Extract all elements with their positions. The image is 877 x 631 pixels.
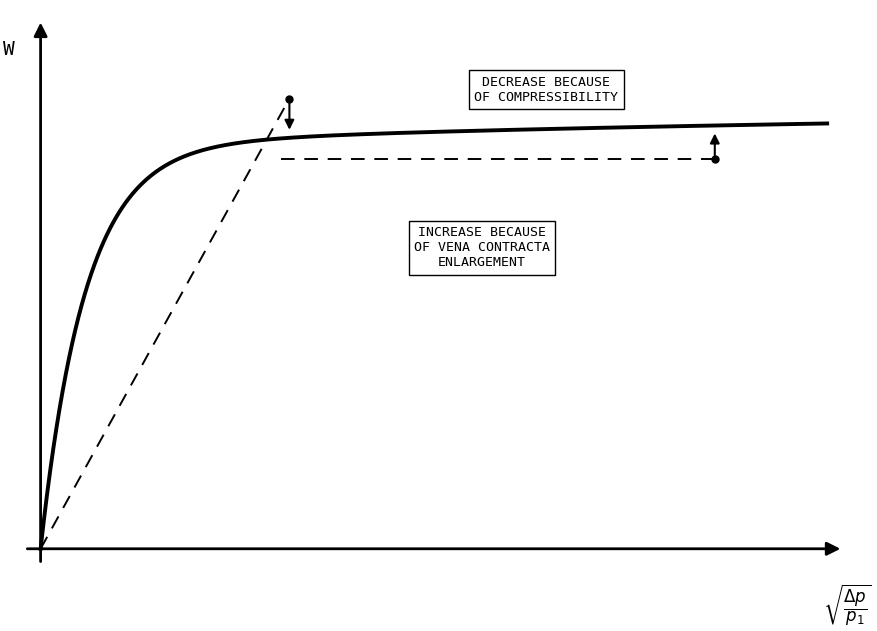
Text: W: W: [3, 40, 14, 59]
Text: DECREASE BECAUSE
OF COMPRESSIBILITY: DECREASE BECAUSE OF COMPRESSIBILITY: [474, 76, 617, 103]
Text: INCREASE BECAUSE
OF VENA CONTRACTA
ENLARGEMENT: INCREASE BECAUSE OF VENA CONTRACTA ENLAR…: [414, 227, 549, 269]
Text: $\sqrt{\dfrac{\Delta p}{p_1}}$: $\sqrt{\dfrac{\Delta p}{p_1}}$: [822, 582, 871, 628]
